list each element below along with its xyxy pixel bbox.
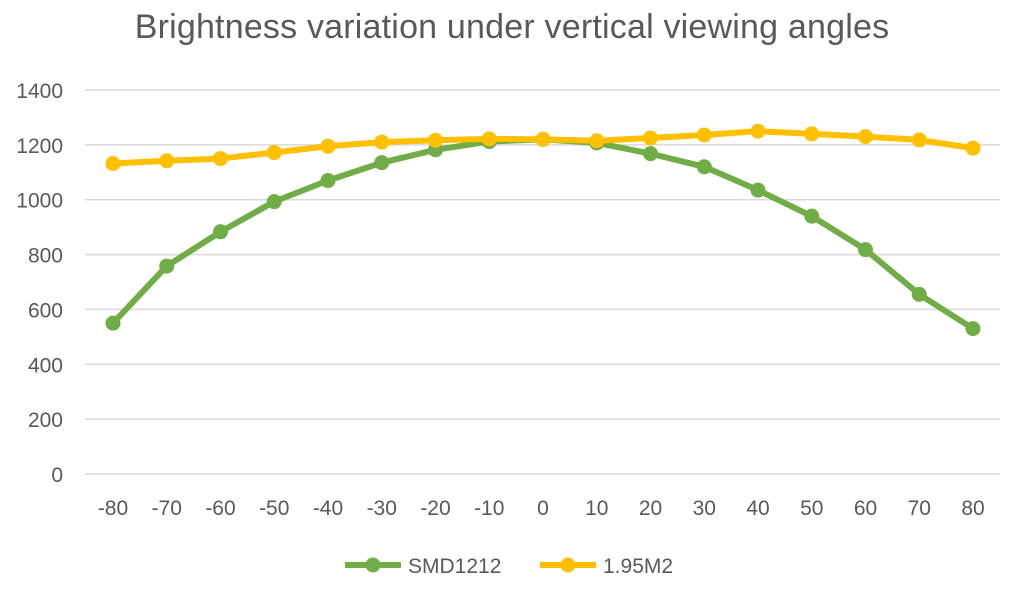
data-point bbox=[804, 126, 820, 142]
data-point bbox=[750, 123, 766, 139]
legend-label: SMD1212 bbox=[408, 555, 501, 578]
y-tick-label: 1400 bbox=[16, 80, 63, 103]
data-point bbox=[159, 258, 175, 274]
x-tick-label: -40 bbox=[313, 497, 343, 520]
x-axis-ticks: -80 -70 -60 -50 -40 -30 -20 -10 0 10 20 30 40 50 60 70 8… bbox=[98, 497, 985, 520]
x-tick-label: -60 bbox=[205, 497, 235, 520]
data-point bbox=[696, 159, 712, 175]
y-tick-label: 600 bbox=[28, 299, 63, 322]
series-SMD1212 bbox=[105, 131, 981, 337]
y-tick-label: 0 bbox=[51, 464, 63, 487]
data-point bbox=[374, 134, 390, 150]
data-point bbox=[696, 127, 712, 143]
x-tick-label: 40 bbox=[746, 497, 769, 520]
legend-label: 1.95M2 bbox=[603, 555, 673, 578]
data-point bbox=[911, 132, 927, 148]
data-point bbox=[858, 242, 873, 258]
data-point bbox=[535, 131, 551, 147]
chart-title: Brightness variation under vertical view… bbox=[134, 8, 890, 46]
x-tick-label: 50 bbox=[800, 497, 823, 520]
data-point bbox=[266, 194, 282, 210]
x-tick-label: 30 bbox=[693, 497, 716, 520]
data-point bbox=[105, 156, 121, 172]
x-tick-label: -70 bbox=[152, 497, 182, 520]
gridlines bbox=[85, 89, 1000, 475]
y-tick-label: 200 bbox=[28, 409, 63, 432]
data-point bbox=[481, 131, 497, 147]
series-line bbox=[110, 136, 976, 332]
y-tick-label: 1200 bbox=[16, 135, 63, 158]
data-point bbox=[965, 140, 981, 156]
legend-item: 1.95M2 bbox=[540, 555, 673, 578]
data-point bbox=[643, 130, 658, 146]
data-point bbox=[374, 155, 390, 171]
data-point bbox=[105, 315, 121, 331]
data-point bbox=[858, 129, 873, 145]
x-tick-label: -30 bbox=[367, 497, 397, 520]
data-point bbox=[911, 286, 927, 302]
legend-marker bbox=[365, 557, 381, 573]
x-tick-label: -50 bbox=[259, 497, 289, 520]
data-point bbox=[266, 145, 282, 161]
x-tick-label: 70 bbox=[908, 497, 931, 520]
data-point bbox=[213, 151, 228, 167]
data-point bbox=[213, 224, 228, 240]
x-tick-label: -80 bbox=[98, 497, 128, 520]
x-tick-label: -10 bbox=[474, 497, 504, 520]
legend-marker bbox=[560, 557, 576, 573]
y-axis-ticks: 0 200 400 600 800 1000 1200 1400 bbox=[16, 80, 63, 487]
data-point bbox=[643, 146, 658, 162]
data-point bbox=[320, 138, 336, 154]
x-tick-label: -20 bbox=[420, 497, 450, 520]
legend: SMD1212 1.95M2 bbox=[345, 555, 673, 578]
series-lines bbox=[105, 123, 981, 337]
series-1.95M2 bbox=[105, 123, 981, 172]
x-tick-label: 0 bbox=[537, 497, 549, 520]
legend-item: SMD1212 bbox=[345, 555, 501, 578]
y-tick-label: 1000 bbox=[16, 190, 63, 213]
data-point bbox=[804, 208, 820, 224]
y-tick-label: 400 bbox=[28, 354, 63, 377]
data-point bbox=[159, 153, 175, 169]
x-tick-label: 60 bbox=[854, 497, 877, 520]
x-tick-label: 80 bbox=[961, 497, 984, 520]
data-point bbox=[750, 182, 766, 198]
x-tick-label: 20 bbox=[639, 497, 662, 520]
data-point bbox=[320, 173, 336, 189]
data-point bbox=[589, 133, 605, 149]
x-tick-label: 10 bbox=[585, 497, 608, 520]
data-point bbox=[428, 132, 443, 148]
data-point bbox=[965, 321, 981, 337]
y-tick-label: 800 bbox=[28, 245, 63, 268]
